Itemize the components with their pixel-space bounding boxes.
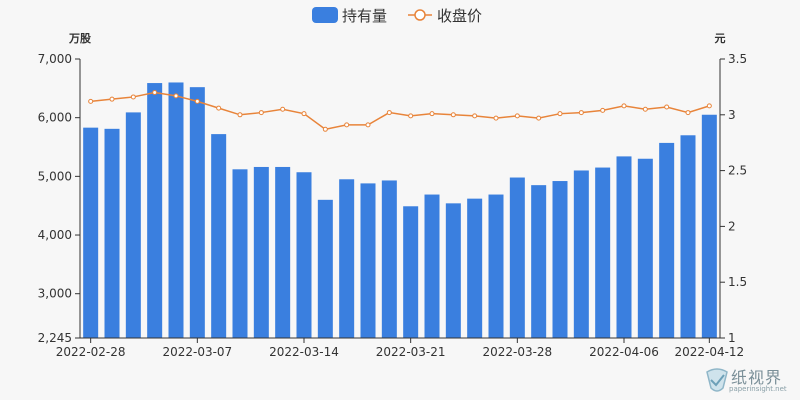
- close-price-point: [600, 107, 606, 113]
- close-price-point: [130, 94, 136, 100]
- holding-bar: [275, 166, 291, 338]
- close-price-point: [685, 110, 691, 116]
- close-price-point: [493, 115, 499, 121]
- legend-swatch-holdings: [312, 7, 338, 23]
- holding-bar: [296, 172, 312, 338]
- holding-bar: [424, 194, 440, 338]
- logo-icon: [706, 368, 728, 392]
- x-tick-label: 2022-02-28: [56, 345, 126, 359]
- close-price-point: [386, 110, 392, 116]
- close-price-point: [194, 98, 200, 104]
- close-price-point: [365, 122, 371, 128]
- close-price-point: [258, 110, 264, 116]
- holding-bar: [509, 177, 525, 338]
- holding-bar: [317, 199, 333, 338]
- close-price-point: [280, 106, 286, 112]
- holding-bar: [445, 203, 461, 338]
- y-right-tick-label: 3.5: [728, 52, 747, 66]
- holding-bar: [360, 183, 376, 338]
- holding-bar: [168, 82, 184, 338]
- holding-bar: [403, 206, 419, 338]
- y-right-tick-label: 1.5: [728, 275, 747, 289]
- close-price-point: [237, 112, 243, 118]
- close-price-point: [88, 98, 94, 104]
- holding-bar: [552, 181, 568, 338]
- y-left-tick-label: 5,000: [38, 169, 72, 183]
- close-price-point: [450, 112, 456, 118]
- holding-bar: [83, 127, 99, 338]
- close-price-point: [706, 103, 712, 109]
- holding-bar: [253, 166, 269, 338]
- close-price-line: [90, 91, 710, 131]
- close-price-point: [152, 89, 158, 95]
- close-price-point: [557, 111, 563, 117]
- holding-bar: [488, 194, 504, 338]
- close-price-point: [109, 96, 115, 102]
- close-price-point: [514, 113, 520, 119]
- holding-bar: [573, 170, 589, 338]
- x-tick-label: 2022-03-14: [269, 345, 339, 359]
- close-price-point: [621, 103, 627, 109]
- y-right-tick-label: 1: [728, 331, 736, 345]
- legend-label-price: 收盘价: [437, 7, 482, 25]
- holding-bar: [637, 158, 653, 338]
- holding-bar: [189, 87, 205, 339]
- holding-bar: [701, 114, 717, 338]
- y-right-tick-label: 2: [728, 219, 736, 233]
- holding-bar: [339, 179, 355, 338]
- close-price-point: [344, 122, 350, 128]
- close-price-point: [642, 106, 648, 112]
- close-price-point: [216, 105, 222, 111]
- legend-label-holdings: 持有量: [342, 7, 387, 25]
- y-left-unit: 万股: [68, 32, 92, 45]
- y-left-tick-label: 3,000: [38, 287, 72, 301]
- holding-bar: [125, 112, 141, 339]
- holding-bar: [616, 156, 632, 338]
- holding-bar: [381, 180, 397, 338]
- close-price-point: [578, 110, 584, 116]
- holding-bar: [531, 185, 547, 338]
- watermark-site: paperinsight.net: [729, 385, 787, 393]
- close-price-point: [472, 113, 478, 119]
- y-left-tick-label: 2,245: [38, 331, 72, 345]
- holding-bar: [595, 167, 611, 338]
- y-left-tick-label: 6,000: [38, 111, 72, 125]
- y-right-unit: 元: [715, 32, 726, 45]
- close-price-point: [173, 93, 179, 99]
- y-left-tick-label: 7,000: [38, 52, 72, 66]
- holding-bar: [211, 134, 227, 338]
- x-tick-label: 2022-03-21: [376, 345, 446, 359]
- holding-bar: [467, 198, 483, 338]
- close-price-point: [536, 115, 542, 121]
- x-tick-label: 2022-03-28: [482, 345, 552, 359]
- y-right-tick-label: 3: [728, 108, 736, 122]
- x-tick-label: 2022-03-07: [162, 345, 232, 359]
- close-price-point: [664, 104, 670, 110]
- holding-bar: [147, 83, 163, 338]
- close-price-point: [429, 111, 435, 117]
- close-price-point: [408, 113, 414, 119]
- y-left-tick-label: 4,000: [38, 228, 72, 242]
- x-tick-label: 2022-04-12: [674, 345, 744, 359]
- close-price-point: [301, 111, 307, 117]
- x-tick-label: 2022-04-06: [589, 345, 659, 359]
- watermark-name: 纸视界: [731, 368, 783, 387]
- holding-bar: [680, 135, 696, 338]
- close-price-point: [322, 126, 328, 132]
- holding-bar: [232, 169, 248, 338]
- y-right-tick-label: 2.5: [728, 164, 747, 178]
- watermark-logo: 纸视界 paperinsight.net: [703, 366, 799, 398]
- holding-bar: [659, 142, 675, 338]
- holding-bar: [104, 128, 120, 338]
- legend-swatch-price-point: [414, 9, 426, 21]
